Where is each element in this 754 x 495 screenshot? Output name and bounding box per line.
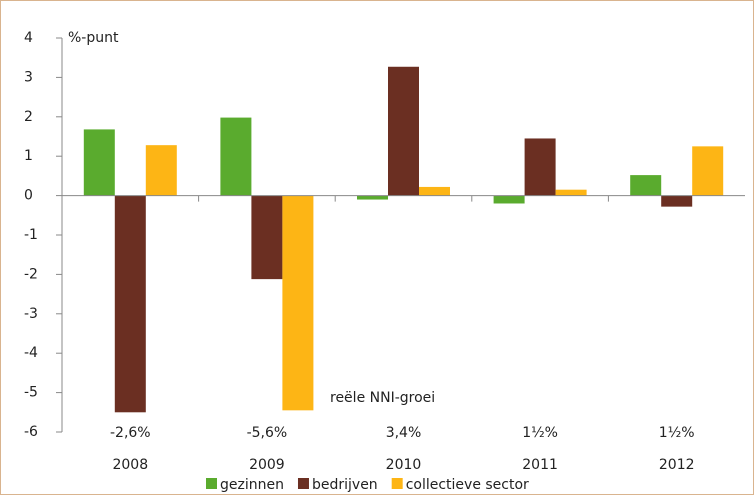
y-tick-label: 3 [24,69,33,85]
x-tick-label: 2008 [112,457,148,473]
annotation-title: reële NNI-groei [330,390,435,406]
y-tick-label: -2 [24,266,38,282]
bar [251,195,283,280]
annotation: 1½% [659,425,695,441]
bar [220,117,252,196]
bar [388,66,419,196]
y-tick-label: 2 [24,109,33,125]
bar [692,146,724,196]
x-tick-label: 2011 [522,457,558,473]
legend-swatch [391,478,403,489]
bar [419,186,450,196]
x-tick-label: 2009 [249,457,285,473]
bar [630,175,662,196]
annotation: 1½% [522,425,558,441]
bar [145,145,177,196]
bar [555,189,587,196]
bar [83,129,115,196]
bar [114,195,146,413]
y-tick-label: 4 [24,30,33,46]
annotation: 3,4% [386,425,422,441]
annotation: -2,6% [110,425,151,441]
legend-swatch [206,478,217,489]
y-tick-label: -6 [24,424,38,440]
y-tick-label: -3 [24,306,38,322]
bar [282,195,314,411]
legend-label: bedrijven [312,477,378,493]
bar [357,195,388,200]
bar [661,195,693,207]
y-tick-label: -5 [24,385,38,401]
x-tick-label: 2012 [659,457,695,473]
legend-label: gezinnen [220,477,284,493]
y-tick-label: 0 [24,188,33,204]
bar [524,138,556,196]
legend-swatch [297,478,309,489]
legend-label: collectieve sector [406,477,529,493]
y-tick-label: 1 [24,148,33,164]
x-tick-label: 2010 [386,457,422,473]
annotation: -5,6% [247,425,288,441]
y-axis-label: %-punt [68,30,119,46]
y-tick-label: -1 [24,227,38,243]
bar [493,195,525,204]
y-tick-label: -4 [24,345,38,361]
